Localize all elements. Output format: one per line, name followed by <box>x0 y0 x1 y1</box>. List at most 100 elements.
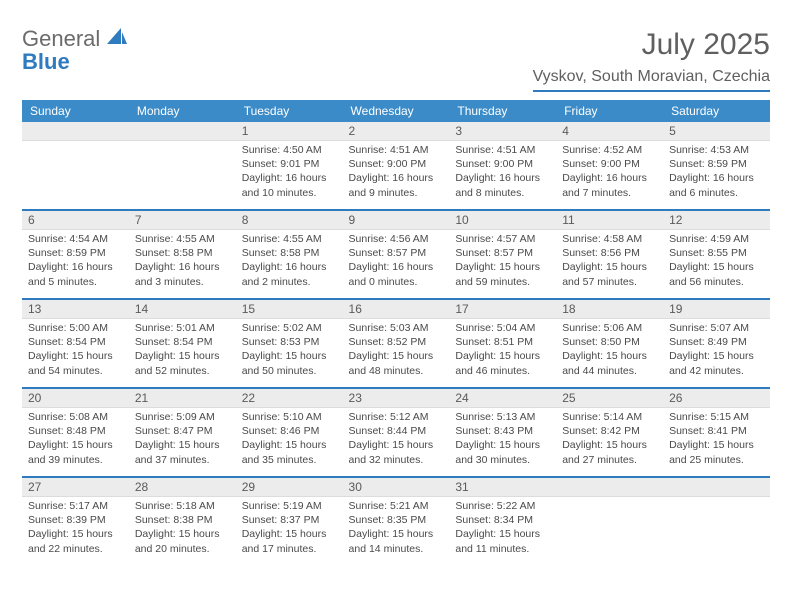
day-cell: 20Sunrise: 5:08 AMSunset: 8:48 PMDayligh… <box>22 389 129 477</box>
day-body: Sunrise: 5:10 AMSunset: 8:46 PMDaylight:… <box>236 408 343 471</box>
day-line: Daylight: 15 hours <box>455 527 550 541</box>
weekday-header: Monday <box>129 100 236 122</box>
day-line: Sunset: 8:49 PM <box>669 335 764 349</box>
day-line: Daylight: 15 hours <box>28 349 123 363</box>
day-body <box>663 497 770 503</box>
week-row: 1Sunrise: 4:50 AMSunset: 9:01 PMDaylight… <box>22 122 770 210</box>
day-line: Daylight: 15 hours <box>562 438 657 452</box>
day-body: Sunrise: 5:04 AMSunset: 8:51 PMDaylight:… <box>449 319 556 382</box>
day-line: Sunrise: 4:57 AM <box>455 232 550 246</box>
day-line: and 22 minutes. <box>28 542 123 556</box>
day-number: 23 <box>343 389 450 408</box>
day-cell <box>22 122 129 210</box>
day-number: 10 <box>449 211 556 230</box>
day-line: and 14 minutes. <box>349 542 444 556</box>
day-line: Sunset: 8:34 PM <box>455 513 550 527</box>
day-body <box>129 141 236 147</box>
day-cell: 28Sunrise: 5:18 AMSunset: 8:38 PMDayligh… <box>129 478 236 566</box>
day-line: Sunrise: 5:08 AM <box>28 410 123 424</box>
day-number: 17 <box>449 300 556 319</box>
header: General Blue July 2025 Vyskov, South Mor… <box>22 28 770 92</box>
day-line: Sunset: 8:57 PM <box>455 246 550 260</box>
day-line: Sunrise: 5:18 AM <box>135 499 230 513</box>
day-number: 20 <box>22 389 129 408</box>
day-line: Sunset: 8:41 PM <box>669 424 764 438</box>
day-line: and 7 minutes. <box>562 186 657 200</box>
day-cell: 15Sunrise: 5:02 AMSunset: 8:53 PMDayligh… <box>236 300 343 388</box>
month-title: July 2025 <box>533 28 770 62</box>
day-line: Sunrise: 4:59 AM <box>669 232 764 246</box>
day-cell: 11Sunrise: 4:58 AMSunset: 8:56 PMDayligh… <box>556 211 663 299</box>
day-line: Sunrise: 5:12 AM <box>349 410 444 424</box>
day-body: Sunrise: 5:21 AMSunset: 8:35 PMDaylight:… <box>343 497 450 560</box>
day-line: Sunrise: 5:13 AM <box>455 410 550 424</box>
week-row: 6Sunrise: 4:54 AMSunset: 8:59 PMDaylight… <box>22 211 770 299</box>
day-number: 28 <box>129 478 236 497</box>
day-number <box>556 478 663 497</box>
day-cell: 6Sunrise: 4:54 AMSunset: 8:59 PMDaylight… <box>22 211 129 299</box>
weekday-header: Friday <box>556 100 663 122</box>
day-line: Daylight: 15 hours <box>455 260 550 274</box>
day-line: Sunrise: 5:15 AM <box>669 410 764 424</box>
day-body: Sunrise: 5:19 AMSunset: 8:37 PMDaylight:… <box>236 497 343 560</box>
day-number: 9 <box>343 211 450 230</box>
day-line: Sunset: 8:50 PM <box>562 335 657 349</box>
day-body: Sunrise: 5:06 AMSunset: 8:50 PMDaylight:… <box>556 319 663 382</box>
day-line: Daylight: 15 hours <box>669 438 764 452</box>
day-cell: 25Sunrise: 5:14 AMSunset: 8:42 PMDayligh… <box>556 389 663 477</box>
day-cell <box>556 478 663 566</box>
day-number: 31 <box>449 478 556 497</box>
weekday-header: Wednesday <box>343 100 450 122</box>
day-line: Sunset: 8:51 PM <box>455 335 550 349</box>
day-line: Sunset: 8:59 PM <box>669 157 764 171</box>
day-line: Sunrise: 5:09 AM <box>135 410 230 424</box>
day-line: Sunset: 8:57 PM <box>349 246 444 260</box>
day-line: Daylight: 15 hours <box>562 260 657 274</box>
day-line: Daylight: 16 hours <box>242 171 337 185</box>
day-line: Sunrise: 5:06 AM <box>562 321 657 335</box>
day-line: Daylight: 15 hours <box>135 349 230 363</box>
day-cell: 18Sunrise: 5:06 AMSunset: 8:50 PMDayligh… <box>556 300 663 388</box>
weekday-header: Tuesday <box>236 100 343 122</box>
sail-icon <box>107 28 127 51</box>
day-cell <box>663 478 770 566</box>
day-body: Sunrise: 4:54 AMSunset: 8:59 PMDaylight:… <box>22 230 129 293</box>
day-line: Daylight: 15 hours <box>349 527 444 541</box>
day-cell: 5Sunrise: 4:53 AMSunset: 8:59 PMDaylight… <box>663 122 770 210</box>
day-line: and 32 minutes. <box>349 453 444 467</box>
day-line: Sunrise: 5:22 AM <box>455 499 550 513</box>
day-number <box>22 122 129 141</box>
day-line: Sunset: 8:53 PM <box>242 335 337 349</box>
day-line: Sunrise: 5:10 AM <box>242 410 337 424</box>
day-body: Sunrise: 5:02 AMSunset: 8:53 PMDaylight:… <box>236 319 343 382</box>
day-body: Sunrise: 4:55 AMSunset: 8:58 PMDaylight:… <box>236 230 343 293</box>
day-line: Daylight: 15 hours <box>135 527 230 541</box>
day-line: Sunrise: 4:53 AM <box>669 143 764 157</box>
day-body: Sunrise: 4:50 AMSunset: 9:01 PMDaylight:… <box>236 141 343 204</box>
day-line: Sunrise: 5:07 AM <box>669 321 764 335</box>
day-line: Daylight: 16 hours <box>349 260 444 274</box>
week-row: 20Sunrise: 5:08 AMSunset: 8:48 PMDayligh… <box>22 389 770 477</box>
day-line: Daylight: 15 hours <box>349 438 444 452</box>
day-line: Daylight: 16 hours <box>242 260 337 274</box>
day-number: 14 <box>129 300 236 319</box>
page: General Blue July 2025 Vyskov, South Mor… <box>0 0 792 586</box>
day-body: Sunrise: 5:15 AMSunset: 8:41 PMDaylight:… <box>663 408 770 471</box>
day-line: Sunset: 9:01 PM <box>242 157 337 171</box>
day-line: and 20 minutes. <box>135 542 230 556</box>
calendar-body: 1Sunrise: 4:50 AMSunset: 9:01 PMDaylight… <box>22 122 770 566</box>
day-body: Sunrise: 5:01 AMSunset: 8:54 PMDaylight:… <box>129 319 236 382</box>
day-line: Sunrise: 5:02 AM <box>242 321 337 335</box>
day-line: and 54 minutes. <box>28 364 123 378</box>
day-line: Sunrise: 4:52 AM <box>562 143 657 157</box>
day-line: and 57 minutes. <box>562 275 657 289</box>
day-number: 11 <box>556 211 663 230</box>
day-number: 5 <box>663 122 770 141</box>
day-line: and 30 minutes. <box>455 453 550 467</box>
day-cell: 23Sunrise: 5:12 AMSunset: 8:44 PMDayligh… <box>343 389 450 477</box>
day-line: Sunrise: 4:58 AM <box>562 232 657 246</box>
day-line: Daylight: 15 hours <box>562 349 657 363</box>
day-line: Sunset: 8:46 PM <box>242 424 337 438</box>
day-line: Sunrise: 5:03 AM <box>349 321 444 335</box>
day-number: 16 <box>343 300 450 319</box>
